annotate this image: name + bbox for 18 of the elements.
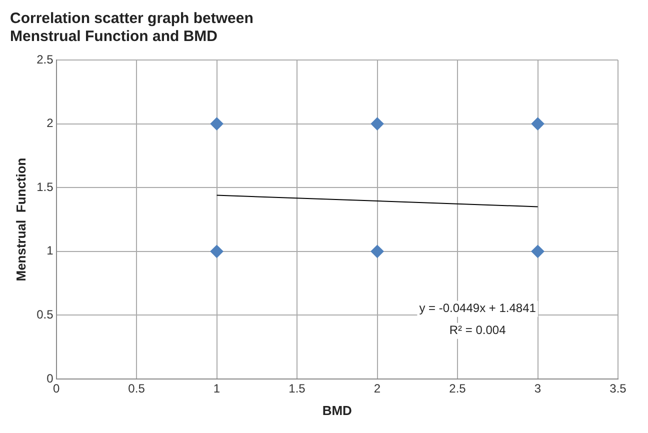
y-tick-label: 2.5 [36,52,54,66]
x-tick-label: 1.5 [288,382,306,396]
y-tick-label: 1.5 [36,180,54,194]
y-tick-label: 0 [46,371,54,386]
x-tick-label: 2.5 [449,382,466,396]
y-axis-title: Menstrual Function [13,158,28,282]
y-tick-label: 2 [46,116,54,130]
x-tick-label: 3 [534,382,542,396]
annotation: y = -0.0449x + 1.4841 [419,301,536,316]
x-tick-label: 3.5 [610,382,627,396]
x-tick-label: 0.5 [128,382,146,396]
x-tick-label: 2 [374,382,381,396]
y-tick-label: 1 [46,244,54,258]
chart-title: Correlation scatter graph between Menstrual Function and BMD [10,10,254,46]
x-tick-label: 1 [213,382,220,396]
y-tick-label: 0.5 [36,308,54,322]
x-axis-title: BMD [322,402,352,418]
annotation: R² = 0.004 [449,323,506,338]
